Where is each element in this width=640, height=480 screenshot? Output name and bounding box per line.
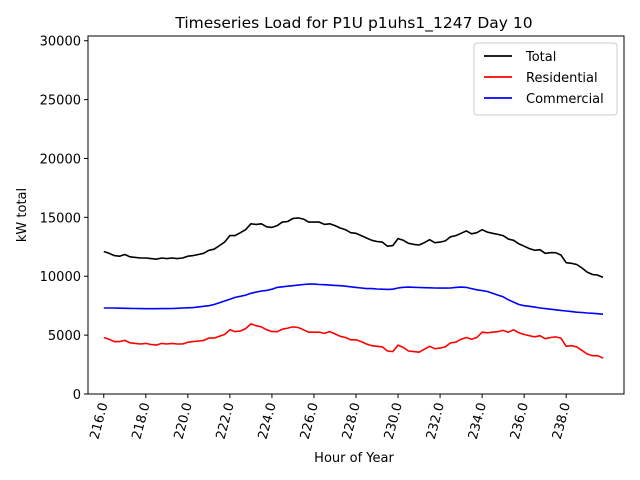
x-axis-label: Hour of Year	[314, 451, 394, 466]
y-tick-label: 5000	[48, 329, 81, 344]
series-line-total	[103, 217, 604, 279]
y-tick-label: 0	[73, 388, 81, 403]
y-tick-label: 15000	[40, 211, 81, 226]
y-tick-label: 20000	[40, 152, 81, 167]
legend: Total Residential Commercial	[473, 42, 618, 116]
y-tick-label: 10000	[40, 270, 81, 285]
legend-label-commercial: Commercial	[526, 92, 604, 107]
series-line-residential	[103, 323, 604, 359]
series-line-commercial	[103, 283, 604, 315]
series-layer	[103, 217, 604, 359]
legend-label-residential: Residential	[526, 71, 598, 86]
y-tick-label: 25000	[40, 94, 81, 109]
legend-label-total: Total	[525, 50, 556, 65]
y-tick-label: 30000	[40, 35, 81, 50]
legend-box	[473, 42, 618, 116]
chart-title: Timeseries Load for P1U p1uhs1_1247 Day …	[174, 14, 532, 33]
y-axis-label: kW total	[15, 188, 30, 242]
y-axis-ticks: 0 5000 10000 15000 20000 25000 30000	[40, 35, 88, 403]
